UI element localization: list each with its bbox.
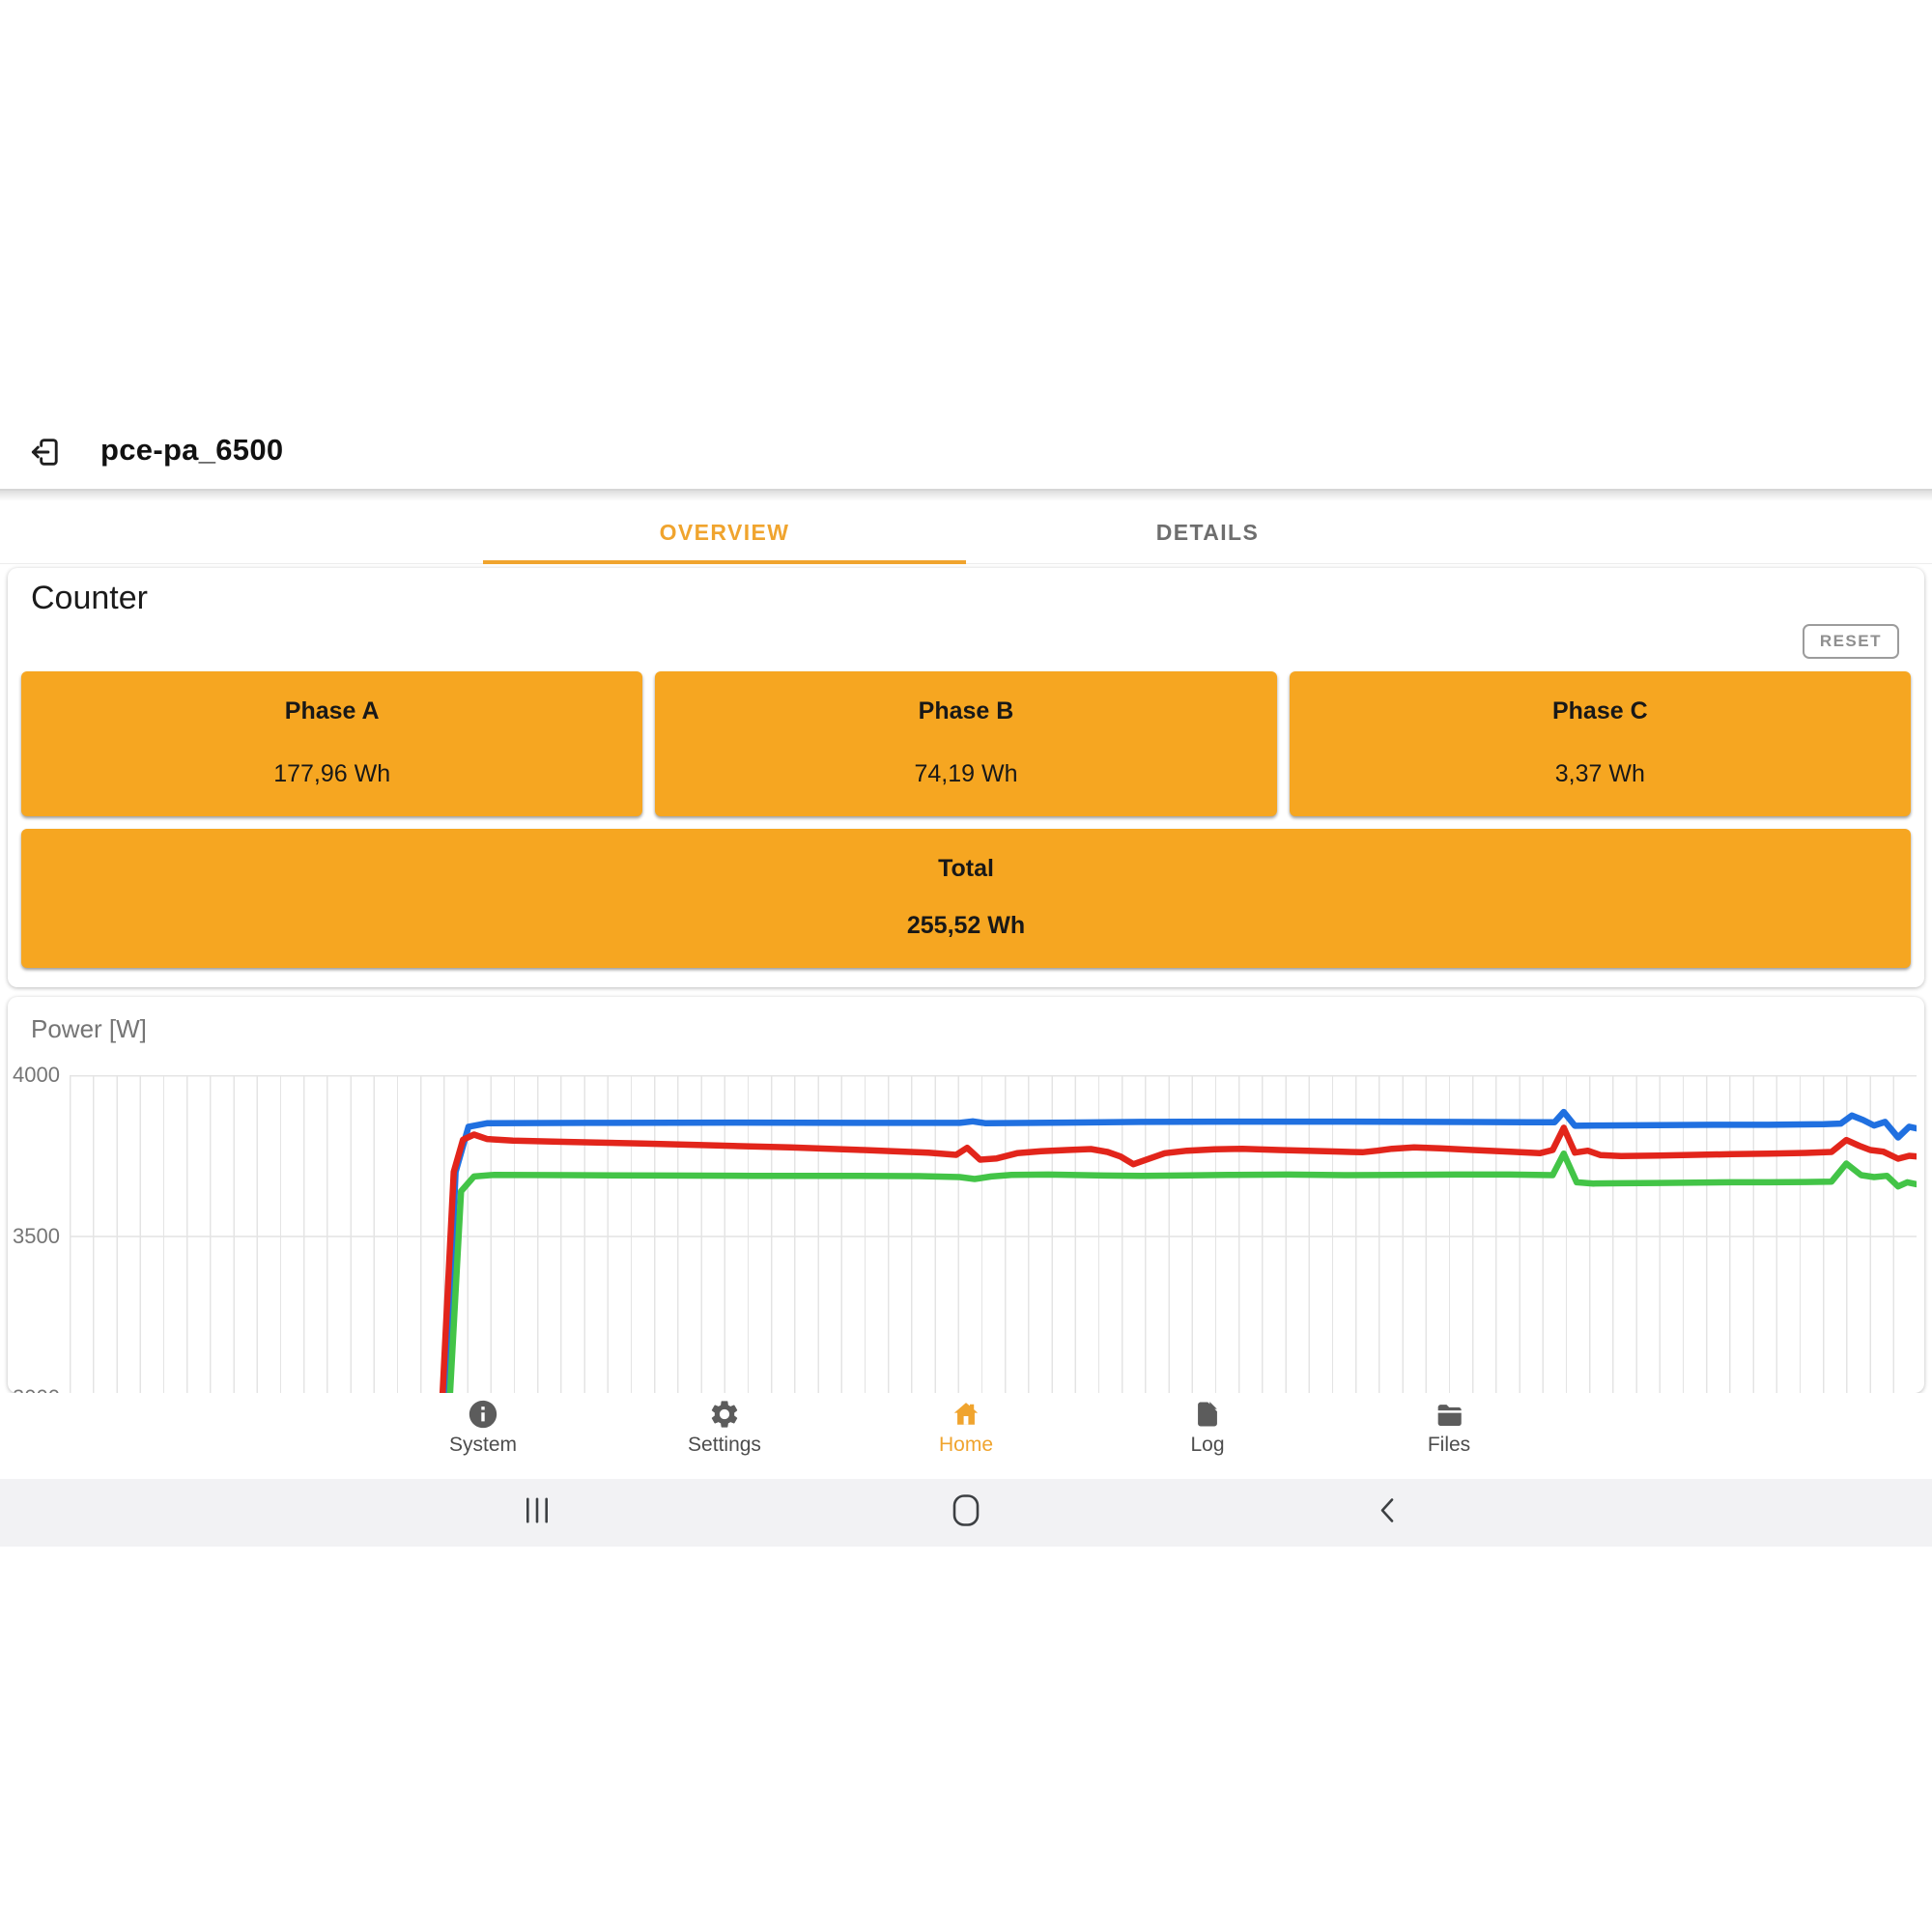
nav-item-settings[interactable]: Settings bbox=[604, 1393, 845, 1479]
bottom-navigation: System Settings Home Log bbox=[0, 1393, 1932, 1479]
ytick-4000: 4000 bbox=[13, 1063, 60, 1087]
phase-c-label: Phase C bbox=[1551, 697, 1648, 724]
red-line bbox=[439, 1124, 1917, 1393]
page-title: pce-pa_6500 bbox=[100, 433, 284, 467]
logout-icon[interactable] bbox=[25, 433, 64, 471]
total-label: Total bbox=[938, 855, 994, 882]
phase-a-value: 177,96 Wh bbox=[273, 760, 391, 787]
nav-item-system[interactable]: System bbox=[362, 1393, 604, 1479]
tab-overview-label: OVERVIEW bbox=[659, 519, 790, 545]
phase-a-label: Phase A bbox=[284, 697, 380, 724]
nav-item-files[interactable]: Files bbox=[1328, 1393, 1570, 1479]
gear-icon bbox=[711, 1401, 738, 1428]
nav-label-system: System bbox=[448, 1434, 517, 1456]
nav-label-home: Home bbox=[938, 1434, 994, 1456]
counter-card: Counter RESET Phase A 177,96 Wh Phase B … bbox=[8, 568, 1924, 987]
phase-a-card: Phase A 177,96 Wh bbox=[21, 671, 643, 816]
nav-label-files: Files bbox=[1427, 1434, 1471, 1456]
reset-button[interactable]: RESET bbox=[1802, 624, 1899, 659]
power-chart-lines bbox=[70, 1075, 1917, 1393]
power-chart-card: Power [W] 4000 3500 3000 bbox=[8, 997, 1924, 1393]
home-circle-icon[interactable] bbox=[951, 1493, 981, 1533]
total-value: 255,52 Wh bbox=[906, 912, 1026, 939]
phase-c-value: 3,37 Wh bbox=[1554, 760, 1645, 787]
phase-b-label: Phase B bbox=[918, 697, 1014, 724]
chart-title: Power [W] bbox=[31, 1014, 147, 1043]
appbar-divider bbox=[0, 489, 1932, 491]
nav-item-home[interactable]: Home bbox=[845, 1393, 1087, 1479]
total-card: Total 255,52 Wh bbox=[21, 829, 1911, 968]
phase-b-card: Phase B 74,19 Wh bbox=[655, 671, 1277, 816]
tab-bar: OVERVIEW DETAILS bbox=[0, 501, 1932, 564]
android-system-bar bbox=[0, 1479, 1932, 1547]
tab-details-label: DETAILS bbox=[1155, 519, 1260, 545]
document-icon bbox=[1198, 1402, 1217, 1427]
home-icon bbox=[953, 1403, 979, 1425]
green-line bbox=[446, 1150, 1917, 1393]
power-chart-plot bbox=[70, 1075, 1917, 1393]
tab-details[interactable]: DETAILS bbox=[966, 501, 1449, 563]
recents-icon[interactable] bbox=[523, 1496, 552, 1530]
blue-line bbox=[442, 1108, 1917, 1393]
nav-label-settings: Settings bbox=[688, 1434, 761, 1456]
app-bar: pce-pa_6500 bbox=[0, 425, 1932, 489]
ytick-3000: 3000 bbox=[8, 1385, 60, 1393]
ytick-3500: 3500 bbox=[13, 1224, 60, 1248]
phase-c-card: Phase C 3,37 Wh bbox=[1289, 671, 1911, 816]
nav-item-log[interactable]: Log bbox=[1087, 1393, 1328, 1479]
phase-b-value: 74,19 Wh bbox=[914, 760, 1018, 787]
folder-icon bbox=[1437, 1405, 1462, 1427]
info-icon bbox=[469, 1400, 497, 1429]
phase-row: Phase A 177,96 Wh Phase B 74,19 Wh Phase… bbox=[21, 671, 1911, 816]
back-icon[interactable] bbox=[1375, 1495, 1402, 1531]
tab-active-underline bbox=[483, 560, 966, 564]
nav-label-log: Log bbox=[1190, 1434, 1225, 1456]
tab-overview[interactable]: OVERVIEW bbox=[483, 501, 966, 564]
appbar-shadow bbox=[0, 491, 1932, 501]
counter-title: Counter bbox=[31, 580, 148, 616]
